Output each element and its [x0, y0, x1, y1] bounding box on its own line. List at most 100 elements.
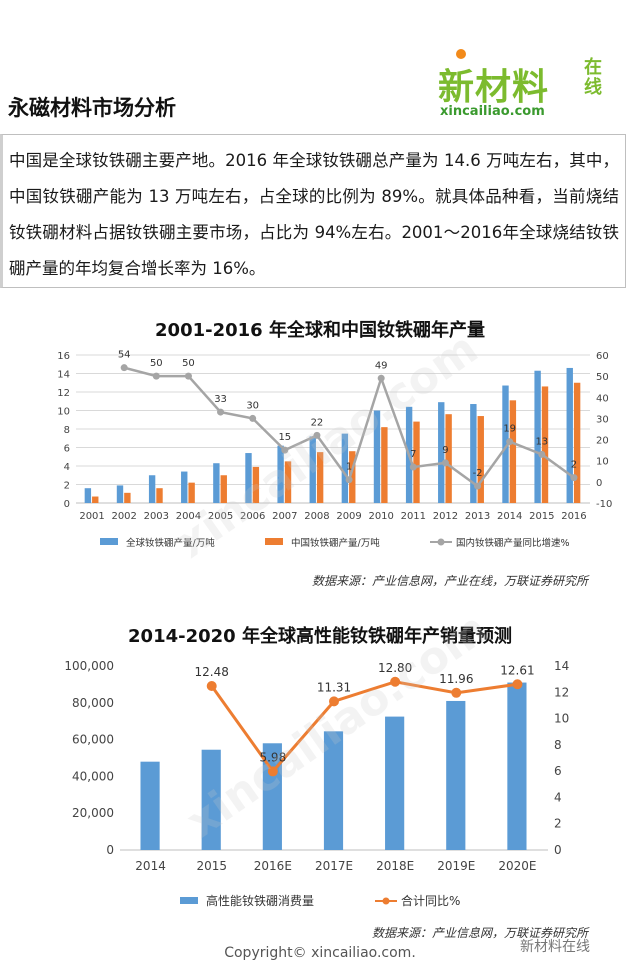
x-tick-label: 2015 [529, 511, 554, 522]
intro-text: 中国是全球钕铁硼主要产地。2016 年全球钕铁硼总产量为 14.6 万吨左右，其… [9, 151, 619, 278]
line-point [281, 446, 289, 454]
y-left-tick-label: 40,000 [72, 769, 114, 783]
bar [566, 367, 573, 503]
bar [245, 453, 252, 503]
x-tick-label: 2008 [304, 511, 329, 522]
y-right-tick-label: 60 [596, 351, 609, 362]
x-tick-label: 2007 [272, 511, 297, 522]
y-left-tick-label: 0 [106, 843, 114, 857]
y-right-tick-label: 2 [554, 817, 562, 831]
line-point [313, 431, 321, 439]
y-right-tick-label: 4 [554, 790, 562, 804]
bar [181, 471, 188, 503]
bar [277, 445, 284, 503]
data-label: 9 [442, 445, 448, 456]
x-tick-label: 2017E [315, 859, 353, 873]
line-point [329, 696, 339, 707]
y-left-tick-label: 80,000 [72, 696, 114, 710]
line-point [267, 766, 278, 777]
x-tick-label: 2014 [497, 511, 522, 522]
line-point [184, 372, 192, 380]
bar [509, 400, 517, 503]
bar [140, 761, 160, 850]
legend-swatch-marker [437, 538, 445, 546]
copyright: Copyright© xincailiao.com. [224, 945, 416, 961]
x-tick-label: 2016 [561, 511, 586, 522]
y-left-tick-label: 100,000 [64, 659, 114, 673]
legend-swatch [100, 538, 118, 545]
line-point [451, 687, 462, 698]
data-label: 1 [346, 462, 352, 473]
data-label: 30 [246, 400, 259, 411]
data-label: 50 [150, 358, 163, 369]
x-tick-label: 2015 [196, 859, 227, 873]
bar [438, 402, 445, 503]
y-left-tick-label: 20,000 [72, 806, 114, 820]
y-left-tick-label: 14 [57, 370, 70, 381]
x-tick-label: 2006 [240, 511, 265, 522]
data-label: 54 [118, 350, 131, 361]
x-tick-label: 2010 [368, 511, 393, 522]
legend-swatch-marker [382, 897, 390, 905]
x-tick-label: 2009 [336, 511, 361, 522]
data-label: -2 [473, 468, 483, 479]
y-right-tick-label: 0 [554, 843, 562, 857]
intro-text-box: 中国是全球钕铁硼主要产地。2016 年全球钕铁硼总产量为 14.6 万吨左右，其… [0, 134, 626, 288]
y-left-tick-label: 2 [64, 481, 70, 492]
y-right-tick-label: 12 [554, 685, 569, 699]
legend-label: 合计同比% [401, 893, 460, 908]
chart2-source: 数据来源：产业信息网，万联证券研究所 [372, 926, 589, 940]
logo-dot-icon [456, 49, 466, 59]
bar [84, 488, 92, 503]
bar [188, 482, 195, 503]
x-tick-label: 2005 [208, 511, 233, 522]
bar [534, 370, 541, 503]
legend-swatch [265, 538, 283, 545]
data-label: 11.31 [317, 680, 351, 694]
bar [252, 466, 260, 503]
bar [445, 414, 452, 503]
data-label: 15 [278, 432, 291, 443]
x-tick-label: 2004 [176, 511, 201, 522]
chart2-canvas: 0 20,000 40,000 60,000 80,000 100,000 0 2 4 6 8 10 1… [64, 659, 569, 908]
y-left-tick-label: 8 [64, 425, 70, 436]
y-right-tick-label: 0 [596, 478, 602, 489]
line-point [377, 374, 385, 382]
chart2-title: 2014-2020 年全球高性能钕铁硼年产销量预测 [128, 626, 512, 647]
bar [213, 463, 220, 503]
data-label: 50 [182, 358, 195, 369]
y-left-tick-label: 16 [57, 351, 70, 362]
bar [92, 496, 99, 503]
data-label: 12.61 [500, 663, 534, 677]
bar [541, 386, 549, 503]
bar [470, 404, 477, 503]
data-label: 22 [311, 417, 324, 428]
line-point [506, 438, 514, 446]
data-label: 12.80 [378, 661, 412, 675]
line-point [538, 450, 546, 458]
y-right-tick-label: 20 [596, 436, 609, 447]
y-left-tick-label: 4 [64, 462, 70, 473]
y-right-tick-label: 14 [554, 659, 569, 673]
line-point [249, 414, 257, 422]
bar [116, 485, 124, 503]
x-tick-label: 2012 [433, 511, 458, 522]
line-point [206, 680, 217, 691]
data-label: 19 [503, 424, 516, 435]
bar [349, 451, 356, 503]
data-label: 2 [571, 460, 577, 471]
y-left-tick-label: 12 [57, 388, 70, 399]
x-tick-label: 2003 [144, 511, 169, 522]
brand-logo: 新材料 在线 xincailiao.com [438, 44, 638, 126]
line-point [474, 482, 482, 490]
line-point [512, 679, 523, 690]
legend-label: 中国钕铁硼产量/万吨 [291, 537, 380, 549]
bar [381, 427, 388, 503]
bar [385, 716, 405, 850]
data-label: 7 [410, 449, 416, 460]
line-point [441, 459, 449, 467]
bar [341, 433, 349, 503]
legend-label: 高性能钕铁硼消费量 [206, 893, 314, 908]
y-right-tick-label: -10 [596, 499, 612, 510]
